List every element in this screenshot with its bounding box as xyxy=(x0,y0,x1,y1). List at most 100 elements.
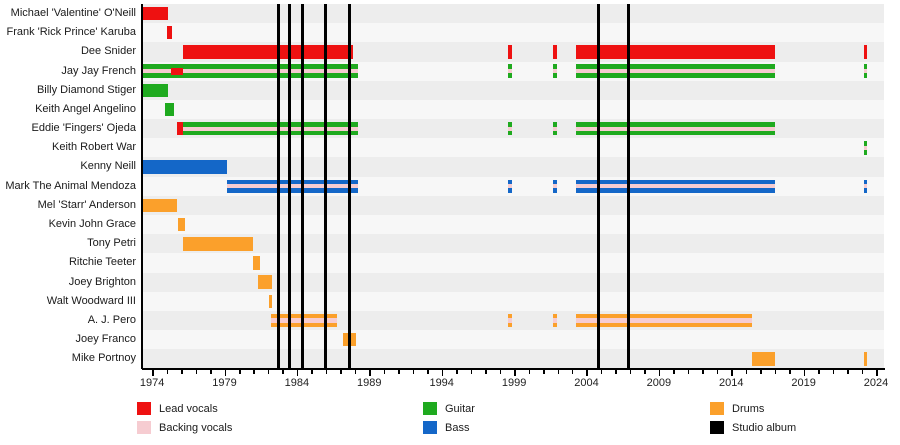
member-name-label: A. J. Pero xyxy=(87,313,136,326)
legend-item-lead-vocals: Lead vocals xyxy=(137,399,232,418)
member-name-label: Ritchie Teeter xyxy=(68,256,136,269)
x-axis-minor-tick xyxy=(311,370,313,374)
studio-album-line xyxy=(301,4,305,369)
x-axis-major-tick xyxy=(152,370,154,376)
backing-vocals-stripe xyxy=(553,184,557,189)
x-axis-tick-label: 2014 xyxy=(719,377,744,389)
legend-label: Lead vocals xyxy=(159,402,218,415)
x-axis-minor-tick xyxy=(412,370,415,374)
legend-label: Drums xyxy=(732,402,765,415)
plot-area xyxy=(142,4,884,369)
studio-album-line xyxy=(597,4,601,369)
timeline-bar xyxy=(508,64,512,78)
timeline-bar xyxy=(178,217,186,232)
x-axis-minor-tick xyxy=(832,370,835,374)
x-axis-minor-tick xyxy=(253,370,255,374)
legend-item-guitar: Guitar xyxy=(423,399,475,418)
x-axis-minor-tick xyxy=(470,370,473,374)
x-axis-minor-tick xyxy=(528,370,531,374)
member-name-label: Michael 'Valentine' O'Neill xyxy=(10,7,136,19)
member-name-label: Keith Robert War xyxy=(52,141,136,154)
member-name-label: Walt Woodward III xyxy=(46,294,136,307)
legend-item-backing-vocals: Backing vocals xyxy=(137,418,232,437)
x-axis-minor-tick xyxy=(543,370,545,374)
backing-vocals-stripe xyxy=(508,318,512,323)
x-axis-tick-label: 2009 xyxy=(646,377,672,389)
x-axis-minor-tick xyxy=(745,370,748,374)
x-axis-major-tick xyxy=(586,370,588,376)
timeline-bar xyxy=(269,294,273,309)
x-axis-minor-tick xyxy=(340,370,342,374)
x-axis-major-tick xyxy=(514,370,516,376)
member-name-label: Kenny Neill xyxy=(80,160,136,173)
x-axis-minor-tick xyxy=(847,370,849,374)
backing-vocals-stripe xyxy=(576,69,775,74)
x-axis-minor-tick xyxy=(644,370,646,374)
x-axis-minor-tick xyxy=(181,370,183,374)
x-axis-minor-tick xyxy=(267,370,270,374)
timeline-bar xyxy=(576,313,752,328)
backing-vocals-stripe xyxy=(227,184,358,189)
legend-item-studio-album: Studio album xyxy=(710,418,796,437)
x-axis-minor-tick xyxy=(716,370,719,374)
x-axis-minor-tick xyxy=(282,370,284,374)
backing-vocals-stripe xyxy=(576,318,752,323)
member-name-label: Jay Jay French xyxy=(61,64,136,77)
x-axis-tick-label: 1984 xyxy=(284,377,310,389)
backing-vocals-stripe xyxy=(576,126,775,131)
row-stripe xyxy=(142,253,884,273)
y-axis-line xyxy=(141,4,143,369)
x-axis-minor-tick xyxy=(427,370,429,374)
timeline-bar xyxy=(863,179,868,193)
guitar-swatch-icon xyxy=(423,402,437,415)
studio-album-line xyxy=(626,4,630,369)
x-axis-minor-tick xyxy=(629,370,632,374)
legend-label: Guitar xyxy=(445,402,475,415)
x-axis-major-tick xyxy=(876,370,878,376)
studio-album-swatch-icon xyxy=(710,421,724,434)
member-name-label: Mike Portnoy xyxy=(71,352,136,365)
x-axis-tick-label: 1989 xyxy=(357,377,382,389)
x-axis-minor-tick xyxy=(210,370,212,374)
backing-vocals-stripe xyxy=(553,318,557,323)
member-name-label: Joey Brighton xyxy=(68,275,136,288)
row-stripe xyxy=(142,23,884,43)
x-axis-minor-tick xyxy=(398,370,400,374)
x-axis-tick-label: 2019 xyxy=(791,377,816,389)
row-stripe xyxy=(142,272,884,292)
x-axis-major-tick xyxy=(441,370,444,376)
row-stripe xyxy=(142,330,884,350)
x-axis-minor-tick xyxy=(383,370,386,374)
x-axis-minor-tick xyxy=(760,370,762,374)
legend: Lead vocals Backing vocals Guitar Bass D… xyxy=(0,399,900,441)
x-axis-major-tick xyxy=(224,370,227,376)
x-axis-minor-tick xyxy=(615,370,617,374)
x-axis-minor-tick xyxy=(687,370,690,374)
timeline-bar xyxy=(142,6,169,21)
timeline-bar xyxy=(553,45,557,59)
x-axis-tick-label: 1974 xyxy=(139,377,165,389)
member-name-label: Billy Diamond Stiger xyxy=(36,83,136,96)
x-axis-major-tick xyxy=(731,370,733,376)
member-name-label: Eddie 'Fingers' Ojeda xyxy=(31,122,136,135)
legend-label: Bass xyxy=(445,421,470,434)
timeline-bar xyxy=(508,122,512,136)
backing-vocals-stripe xyxy=(863,184,868,189)
drums-swatch-icon xyxy=(710,402,724,415)
backing-vocals-stripe xyxy=(553,126,557,131)
timeline-bar xyxy=(576,45,775,59)
timeline-bar xyxy=(751,352,775,366)
legend-label: Studio album xyxy=(732,421,797,434)
member-name-label: Joey Franco xyxy=(75,333,136,346)
member-name-label: Mark The Animal Mendoza xyxy=(5,179,136,192)
member-name-label: Mel 'Starr' Anderson xyxy=(37,198,136,211)
member-name-label: Keith Angel Angelino xyxy=(35,102,136,115)
timeline-bar xyxy=(177,122,183,136)
timeline-bar xyxy=(257,275,273,289)
backing-vocals-stripe xyxy=(508,184,512,189)
legend-column-vocals: Lead vocals Backing vocals xyxy=(137,399,232,437)
backing-vocals-stripe xyxy=(508,126,512,131)
timeline-bar xyxy=(863,352,868,366)
row-stripe xyxy=(142,195,884,215)
lead-vocals-swatch-icon xyxy=(137,402,151,415)
